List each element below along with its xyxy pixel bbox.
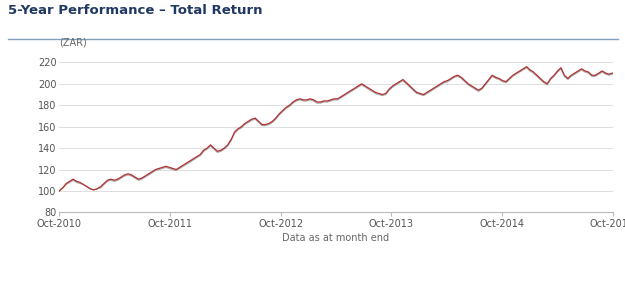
FTSE/JSE Top 40: [609, 71, 616, 75]
FTSE/JSE Top 40: [420, 93, 428, 96]
FTSE/JSE Top 40: [523, 65, 531, 68]
FTSE/JSE Top 40: [104, 179, 111, 182]
FTSE/JSE All Share: [496, 78, 503, 81]
FTSE/JSE All Share: [234, 128, 242, 132]
FTSE/JSE Top 40: [496, 77, 503, 80]
FTSE/JSE All Share: [238, 126, 245, 129]
Text: 5-Year Performance – Total Return: 5-Year Performance – Total Return: [8, 4, 262, 17]
FTSE/JSE All Share: [56, 189, 63, 193]
X-axis label: Data as at month end: Data as at month end: [282, 234, 389, 243]
FTSE/JSE All Share: [104, 180, 111, 183]
FTSE/JSE Top 40: [234, 127, 242, 131]
Text: (ZAR): (ZAR): [59, 37, 87, 47]
Line: FTSE/JSE Top 40: FTSE/JSE Top 40: [59, 67, 612, 191]
Line: FTSE/JSE All Share: FTSE/JSE All Share: [59, 68, 612, 191]
FTSE/JSE Top 40: [56, 189, 63, 193]
FTSE/JSE Top 40: [238, 125, 245, 128]
FTSE/JSE All Share: [499, 80, 506, 84]
FTSE/JSE All Share: [609, 72, 616, 76]
FTSE/JSE Top 40: [499, 79, 506, 82]
FTSE/JSE All Share: [523, 66, 531, 69]
FTSE/JSE All Share: [420, 94, 428, 97]
